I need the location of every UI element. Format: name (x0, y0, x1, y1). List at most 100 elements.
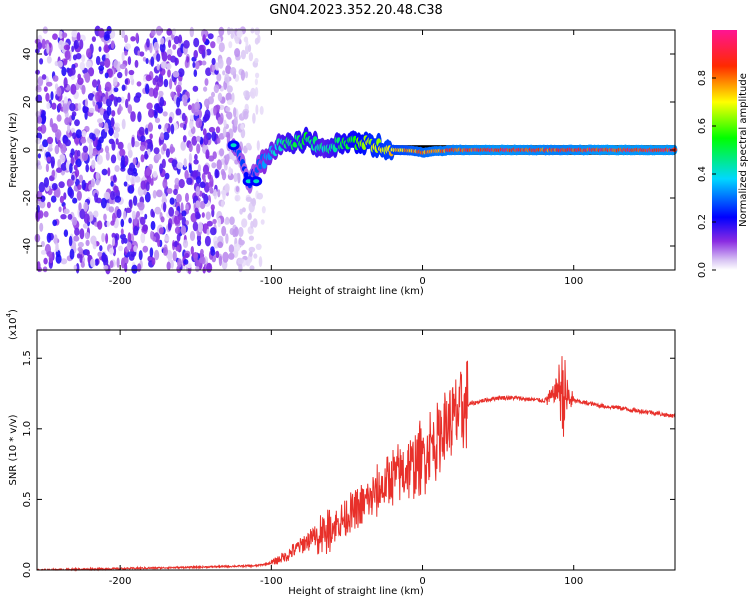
spectrogram-cell (208, 181, 214, 188)
spectrogram-cell (116, 208, 122, 219)
y-tick-label: 0 (22, 147, 33, 153)
spectrogram-cell (147, 148, 151, 156)
spectrogram-cell (229, 67, 237, 76)
spectrogram-cell (77, 77, 84, 85)
spectrogram-cell (176, 233, 181, 242)
spectrogram-cell (68, 179, 74, 186)
spectrogram-cell (35, 137, 41, 145)
spectrogram-cell (100, 197, 107, 209)
spectrogram-cell (228, 244, 235, 254)
spectrogram-cell (57, 60, 63, 68)
spectrogram-cell (154, 103, 160, 111)
spectrogram-cell (188, 153, 192, 164)
spectrogram-cell (217, 189, 221, 198)
colorbar-tick-label: 0.4 (697, 166, 708, 182)
spectrogram-cell (212, 151, 217, 160)
spectrogram-cell (255, 243, 262, 250)
spectrogram-cell (83, 213, 90, 224)
spectrogram-cell (179, 122, 184, 128)
spectrogram-cell (105, 151, 110, 161)
spectrogram-cell (133, 141, 140, 148)
spectrogram-cell (181, 94, 188, 103)
spectrogram-cell (140, 154, 145, 163)
spectrogram-cell (46, 136, 54, 145)
spectrogram-cell (195, 265, 200, 273)
spectrogram-cell (114, 165, 120, 172)
spectrogram-cell (59, 154, 66, 163)
spectrogram-cell (108, 125, 114, 137)
spectrogram-cell (240, 69, 246, 81)
spectrogram-cell (174, 57, 178, 66)
spectrogram-cell (211, 57, 216, 66)
spectrogram-y-label: Frequency (Hz) (8, 112, 19, 188)
spectrogram-cell (197, 239, 202, 247)
spectrogram-cell (187, 104, 192, 111)
spectrogram-cell (87, 67, 95, 77)
spectrogram-cell (221, 200, 225, 208)
spectrogram-cell (163, 201, 167, 213)
spectrogram-cell (168, 206, 175, 217)
spectrogram-cell (156, 77, 164, 87)
spectrogram-cell (101, 168, 108, 176)
spectrogram-cell (121, 29, 125, 39)
spectrogram-cell (201, 28, 208, 39)
spectrogram-cell (125, 98, 129, 109)
spectrogram-cell (183, 40, 190, 49)
spectrogram-cell (207, 171, 212, 180)
spectrogram-cell (153, 41, 159, 51)
spectrogram-cell (211, 162, 217, 169)
spectrogram-cell (131, 264, 138, 274)
y-tick-label: 20 (22, 96, 33, 109)
spectrogram-cell (81, 84, 86, 95)
snr-line (37, 356, 676, 572)
spectrogram-cell (38, 181, 45, 193)
spectrogram-cell (120, 155, 125, 165)
spectrogram-cell (130, 111, 136, 122)
snr-multiplier-exponent: 4 (5, 312, 13, 317)
spectrogram-cell (140, 180, 146, 190)
spectrogram-cell (63, 192, 67, 200)
spectrogram-cell (73, 235, 80, 242)
spectrogram-cell (71, 174, 75, 181)
spectrogram-cell (89, 132, 95, 140)
spectrogram-cell (50, 91, 54, 101)
spectrogram-cell (221, 225, 227, 237)
spectrogram-cell (91, 151, 98, 157)
spectrogram-cell (168, 116, 173, 124)
spectrogram-cell (207, 33, 214, 40)
spectrogram-cell (159, 96, 165, 107)
spectrogram-cell (72, 132, 77, 140)
spectrogram-cell (70, 148, 75, 156)
spectrogram-cell (193, 159, 199, 165)
spectrogram-cell (186, 262, 192, 269)
spectrogram-cell (131, 136, 135, 148)
spectrogram-cell (215, 250, 220, 259)
spectrogram-cell (235, 186, 240, 193)
spectrogram-cell (196, 143, 201, 154)
x-tick-label: 0 (419, 276, 425, 287)
spectrogram-cell (121, 84, 126, 92)
spectrogram-cell (132, 167, 137, 174)
spectrogram-cell (142, 56, 147, 62)
spectrogram-cell (117, 71, 123, 79)
spectrogram-cell (46, 43, 50, 54)
spectrogram-cell (52, 219, 58, 227)
spectrogram-cell (159, 42, 166, 53)
spectrogram-cell (113, 87, 119, 93)
spectrogram-cell (159, 132, 165, 141)
spectrogram-cell (84, 232, 90, 240)
spectrogram-cell (166, 188, 173, 194)
spectrogram-cell (73, 164, 78, 171)
spectrogram-cell (155, 25, 163, 36)
spectrogram-cell (70, 83, 77, 95)
spectrogram-cell (99, 107, 105, 116)
svg-text:(x104): (x104) (5, 309, 19, 340)
spectrogram-cell (231, 92, 235, 103)
spectrogram-cell (57, 158, 62, 169)
spectrogram-cell (113, 131, 120, 139)
spectrogram-cell (224, 219, 230, 225)
spectrogram-cell (41, 38, 46, 50)
spectrogram-cell (147, 122, 153, 132)
spectrogram-cell (88, 184, 93, 191)
spectrogram-cell (162, 111, 168, 117)
